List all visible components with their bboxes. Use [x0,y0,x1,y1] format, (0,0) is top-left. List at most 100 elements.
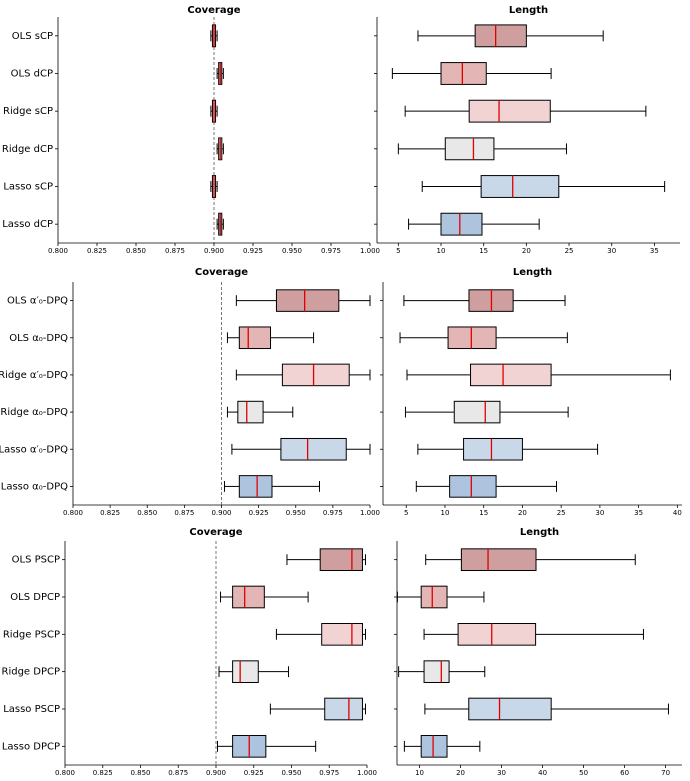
x-tick-label: 25 [565,247,574,255]
x-tick-label: 0.950 [282,247,302,255]
x-tick-label: 10 [441,509,450,517]
box [275,289,340,312]
x-tick-label: 0.825 [93,769,113,777]
x-tick-label: 0.925 [249,509,269,517]
box [238,326,272,350]
box [470,363,552,387]
x-tick-label: 35 [650,247,659,255]
category-label: OLS DPCP [10,592,60,603]
category-label: Lasso PSCP [3,704,60,715]
x-tick-label: 35 [634,509,643,517]
x-tick-label: 70 [661,769,670,777]
category-label: Ridge α₀-DPQ [0,407,68,418]
box [463,437,523,461]
x-tick-label: 0.825 [100,509,120,517]
x-tick-label: 30 [497,769,506,777]
x-tick-label: 15 [479,247,488,255]
x-tick-label: 0.825 [87,247,107,255]
box [474,24,527,48]
category-label: Lasso sCP [3,182,53,193]
x-tick-label: 0.925 [243,247,263,255]
box [447,326,497,350]
box [232,585,265,609]
x-tick-label: 0.975 [323,509,343,517]
x-tick-label: 10 [437,247,446,255]
x-tick-label: 0.925 [244,769,264,777]
category-label: Lasso α′₀-DPQ [0,444,68,455]
category-label: Lasso α₀-DPQ [1,481,68,492]
x-tick-label: 0.875 [165,247,185,255]
panel-title: Coverage [195,267,248,278]
category-label: OLS α₀-DPQ [9,333,68,344]
x-tick-label: 0.875 [168,769,188,777]
x-tick-label: 0.800 [48,247,68,255]
box [280,437,347,461]
category-label: OLS PSCP [12,555,60,566]
box [420,735,448,758]
x-tick-label: 0.850 [126,247,146,255]
x-tick-label: 0.900 [211,509,231,517]
category-label: OLS dCP [11,69,53,80]
box [468,697,552,721]
category-label: OLS sCP [12,31,53,42]
panel-title: Coverage [187,5,240,16]
box [420,585,448,609]
x-tick-label: 0.900 [206,769,226,777]
box [232,660,259,683]
x-tick-label: 0.975 [321,247,341,255]
x-tick-label: 1.000 [360,509,380,517]
box [453,400,501,424]
x-tick-label: 5 [404,509,408,517]
x-tick-label: 10 [415,769,424,777]
box [321,623,363,646]
x-tick-label: 0.950 [286,509,306,517]
x-tick-label: 1.000 [360,247,380,255]
x-tick-label: 40 [673,509,682,517]
x-tick-label: 30 [607,247,616,255]
panel-title: Length [513,267,552,278]
x-tick-label: 0.850 [137,509,157,517]
box [423,660,450,683]
category-label: OLS α′₀-DPQ [7,296,68,307]
category-label: Ridge DPCP [2,667,61,678]
category-label: Ridge α′₀-DPQ [0,370,68,381]
category-label: Ridge sCP [3,106,53,117]
x-tick-label: 5 [396,247,400,255]
x-tick-label: 0.900 [204,247,224,255]
x-tick-label: 15 [479,509,488,517]
box [480,175,560,198]
box [457,623,537,646]
box [440,62,487,85]
category-label: Lasso dCP [2,219,53,230]
box [468,99,551,123]
panel-title: Coverage [189,527,242,538]
category-label: Ridge PSCP [3,629,60,640]
box [444,137,495,161]
box [440,212,483,236]
x-tick-label: 0.800 [55,769,75,777]
box [460,548,537,571]
box [281,363,350,387]
x-tick-label: 40 [538,769,547,777]
x-tick-label: 20 [456,769,465,777]
x-tick-label: 0.850 [130,769,150,777]
x-tick-label: 0.950 [281,769,301,777]
panel-title: Length [509,5,548,16]
category-label: Ridge dCP [2,144,53,155]
box [319,548,363,571]
x-tick-label: 0.975 [319,769,339,777]
x-tick-label: 0.875 [174,509,194,517]
box [238,475,273,498]
box [237,400,264,424]
x-tick-label: 0.800 [63,509,83,517]
x-tick-label: 20 [522,247,531,255]
x-tick-label: 1.000 [357,769,377,777]
x-tick-label: 60 [620,769,629,777]
box [324,697,363,721]
box [449,475,497,498]
x-tick-label: 30 [595,509,604,517]
x-tick-label: 20 [518,509,527,517]
panel-title: Length [520,527,559,538]
category-label: Lasso DPCP [2,741,60,752]
